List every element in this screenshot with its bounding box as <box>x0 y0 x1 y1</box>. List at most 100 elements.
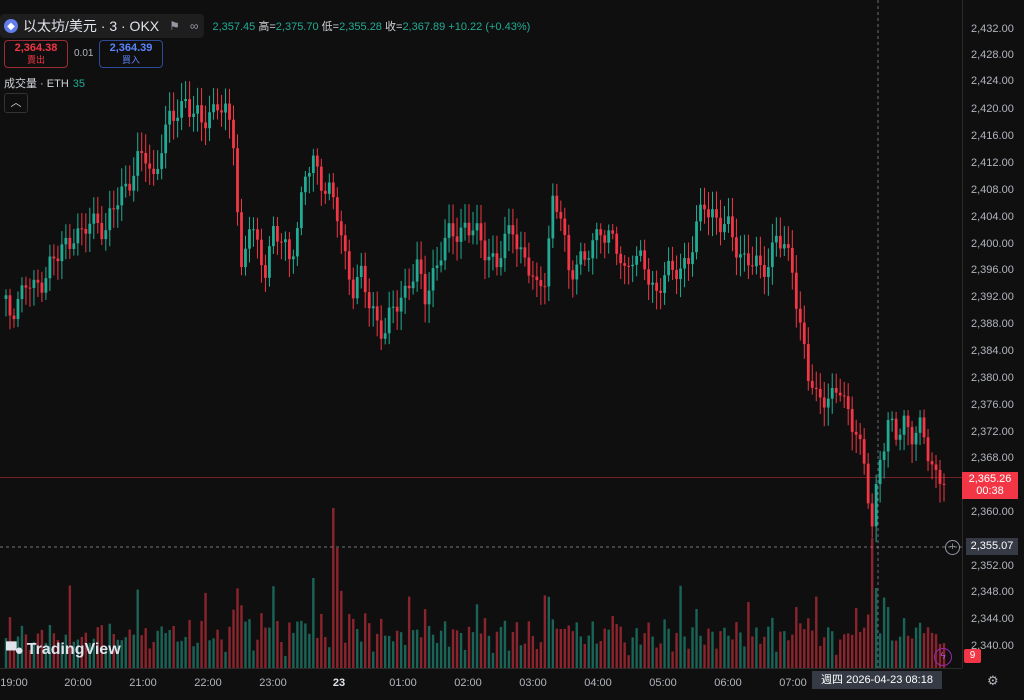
candle-body <box>363 265 367 293</box>
time-tick: 22:00 <box>194 677 222 689</box>
candle-body <box>623 263 627 266</box>
candle-body <box>359 265 363 278</box>
candle-body <box>495 253 499 268</box>
volume-bar <box>599 641 602 668</box>
tradingview-logo[interactable]: ▀● TradingView <box>6 641 121 659</box>
candle-body <box>331 182 335 198</box>
symbol-selector[interactable]: ◆ 以太坊/美元 · 3 · OKX ⚑ ∞ <box>0 14 205 38</box>
add-alert-icon[interactable]: + <box>945 540 960 555</box>
candle-body <box>695 221 698 253</box>
volume-bar <box>811 630 814 668</box>
price-axis[interactable]: 2,432.00 2,428.00 2,424.00 2,420.00 2,416.00… <box>962 0 1024 668</box>
candle-body <box>491 253 495 257</box>
volume-bar <box>372 651 375 668</box>
candle-body <box>519 247 523 250</box>
volume-bar <box>320 613 323 668</box>
volume-bar <box>667 628 670 668</box>
price-tick: 2,352.00 <box>971 560 1014 572</box>
candle-body <box>487 256 491 261</box>
candle-body <box>224 103 227 113</box>
candle-body <box>659 290 663 293</box>
gear-icon[interactable]: ⚙ <box>987 673 999 688</box>
candle-body <box>435 265 439 269</box>
candle-body <box>762 264 766 277</box>
price-tick: 2,376.00 <box>971 399 1014 411</box>
price-tick: 2,428.00 <box>971 49 1014 61</box>
volume-bar <box>579 636 582 668</box>
buy-button[interactable]: 2,364.39 買入 <box>99 40 163 68</box>
candle-body <box>822 397 826 408</box>
volume-bar <box>507 650 511 668</box>
volume-bar <box>84 632 88 668</box>
volume-bar <box>28 650 32 668</box>
candle-body <box>36 279 40 283</box>
flag-icon[interactable]: ⚑ <box>169 19 180 33</box>
time-axis[interactable]: 19:00 20:00 21:00 22:00 23:00 23 01:00 02:00 03:… <box>0 668 962 700</box>
candle-body <box>48 256 52 279</box>
volume-bar <box>248 619 251 668</box>
volume-bar <box>755 627 758 668</box>
volume-bar <box>216 629 219 668</box>
volume-indicator-label[interactable]: 成交量 · ETH 35 <box>4 75 85 91</box>
candle-body <box>743 253 746 255</box>
volume-bar <box>180 640 183 668</box>
price-tick: 2,368.00 <box>971 452 1014 464</box>
volume-bar <box>699 635 702 668</box>
candle-body <box>272 225 275 247</box>
volume-bar <box>627 655 630 668</box>
candle-body <box>355 277 359 299</box>
collapse-indicators-button[interactable]: ︿ <box>4 93 28 113</box>
volume-bar <box>563 628 567 668</box>
candle-body <box>647 269 651 285</box>
volume-bar <box>535 648 539 668</box>
candle-body <box>758 255 762 265</box>
candle-body <box>391 306 395 308</box>
time-tick: 01:00 <box>389 677 417 689</box>
candlestick-chart[interactable] <box>0 0 962 668</box>
volume-bar <box>16 636 20 668</box>
candle-body <box>172 110 176 121</box>
candle-body <box>527 257 531 276</box>
candle-body <box>731 216 734 238</box>
volume-bar <box>455 630 459 668</box>
lightning-icon[interactable]: ϟ <box>934 648 952 666</box>
volume-bar <box>862 627 866 668</box>
candle-body <box>655 282 659 291</box>
high-value: 2,375.70 <box>275 21 319 33</box>
candle-body <box>806 344 810 381</box>
volume-bar <box>659 643 662 668</box>
candle-body <box>100 222 104 240</box>
volume-bar <box>64 634 68 668</box>
price-tick: 2,344.00 <box>971 613 1014 625</box>
candle-body <box>411 281 415 289</box>
sell-button[interactable]: 2,364.38 賣出 <box>4 40 68 68</box>
candle-body <box>607 230 611 243</box>
volume-bar <box>675 632 678 668</box>
volume-bar <box>467 626 471 668</box>
volume-bar <box>256 639 259 668</box>
candle-body <box>886 420 890 452</box>
candle-body <box>838 392 842 396</box>
candle-body <box>204 122 207 129</box>
chart-area[interactable] <box>0 0 962 668</box>
volume-bar <box>268 627 271 668</box>
volume-bar <box>336 548 339 668</box>
volume-bar <box>651 636 654 668</box>
more-options-icon[interactable]: ∞ <box>189 19 199 33</box>
candle-body <box>379 320 383 339</box>
candle-body <box>479 223 483 241</box>
candle-body <box>236 148 239 213</box>
candle-body <box>387 307 391 334</box>
candle-body <box>483 240 487 261</box>
candle-body <box>44 278 48 293</box>
candle-body <box>507 225 511 234</box>
candle-body <box>311 155 315 174</box>
events-badge[interactable]: 9 <box>964 649 981 663</box>
volume-bar <box>795 607 798 668</box>
candle-body <box>627 265 631 267</box>
sell-price: 2,364.38 <box>14 42 58 54</box>
volume-bar <box>679 585 682 668</box>
price-tick: 2,408.00 <box>971 184 1014 196</box>
candle-body <box>603 235 607 243</box>
candle-body <box>834 387 838 393</box>
